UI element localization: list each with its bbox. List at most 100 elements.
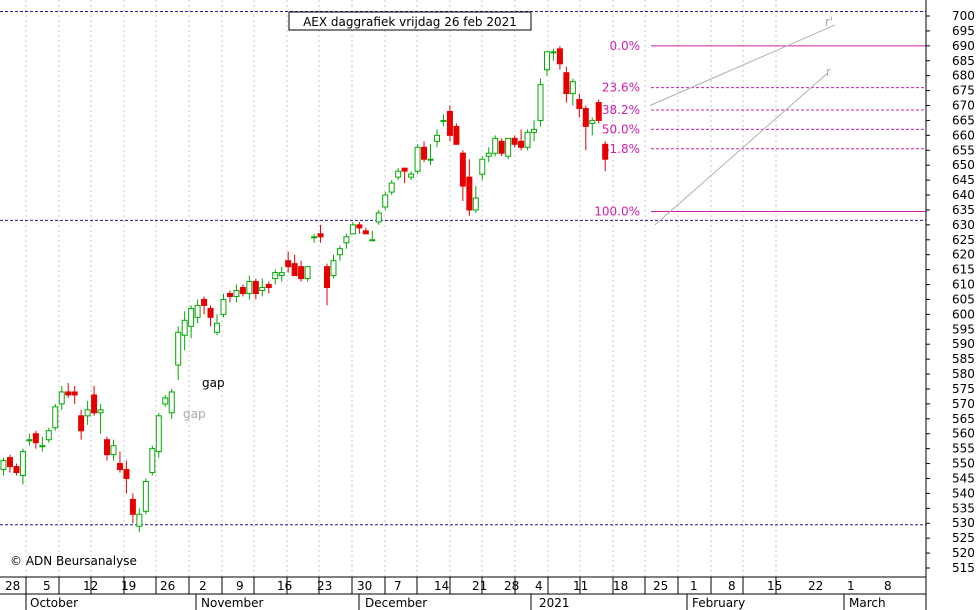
- y-tick-label: 545: [952, 471, 975, 485]
- fibonacci-levels: 0.0% 23.6% 38.2% 50.0% 61.8% 100.0%: [594, 39, 926, 218]
- candle-up: [395, 170, 402, 178]
- x-day-label: 14: [434, 579, 449, 593]
- y-tick-label: 525: [952, 531, 975, 545]
- x-day-label: 7: [394, 579, 402, 593]
- chart-title: AEX daggrafiek vrijdag 26 feb 2021: [303, 15, 517, 29]
- y-tick-label: 565: [952, 412, 975, 426]
- candle-up: [136, 513, 143, 527]
- candle-down: [582, 107, 589, 127]
- candle-up: [194, 304, 201, 318]
- candle-up: [589, 119, 596, 124]
- candle-up: [175, 331, 182, 366]
- y-tick-label: 660: [952, 128, 975, 142]
- y-tick-label: 685: [952, 54, 975, 68]
- x-day-label: 8: [728, 579, 736, 593]
- candle-down: [453, 125, 460, 145]
- y-tick-label: 620: [952, 248, 975, 262]
- candle-up: [142, 480, 149, 512]
- candle-down: [239, 287, 246, 294]
- candle-down: [13, 466, 20, 474]
- y-tick-label: 590: [952, 337, 975, 351]
- candle-up: [246, 281, 253, 294]
- y-tick-label: 625: [952, 233, 975, 247]
- candle-down: [78, 415, 85, 432]
- candle-up: [427, 158, 434, 161]
- candle-down: [129, 498, 136, 515]
- annotations: gap gap r' r: [183, 15, 833, 421]
- y-tick-label: 595: [952, 322, 975, 336]
- candle-up: [472, 197, 479, 211]
- candle-up: [278, 272, 285, 277]
- fib-level-label: 50.0%: [602, 122, 640, 136]
- candle-down: [556, 48, 563, 65]
- x-day-label: 26: [160, 579, 175, 593]
- x-day-label: 11: [573, 579, 588, 593]
- x-month-label: 2021: [539, 596, 570, 610]
- x-month-label: October: [30, 596, 78, 610]
- candle-up: [214, 322, 221, 333]
- candle-up: [39, 445, 46, 448]
- x-day-label: 9: [236, 579, 244, 593]
- x-day-label: 12: [83, 579, 98, 593]
- y-tick-label: 540: [952, 486, 975, 500]
- y-tick-label: 670: [952, 99, 975, 113]
- candle-down: [65, 391, 72, 396]
- candle-down: [401, 167, 408, 172]
- y-tick-label: 585: [952, 352, 975, 366]
- annotation-label: gap: [202, 376, 225, 390]
- candle-down: [511, 137, 518, 145]
- candle-up: [149, 448, 156, 474]
- y-axis: 5155205255305355405455505555605655705755…: [926, 9, 975, 575]
- candle-up: [168, 391, 175, 414]
- y-tick-label: 635: [952, 203, 975, 217]
- candle-down: [421, 146, 428, 160]
- x-day-label: 19: [121, 579, 136, 593]
- x-month-label: March: [849, 596, 886, 610]
- y-tick-label: 560: [952, 427, 975, 441]
- y-tick-label: 690: [952, 39, 975, 53]
- x-day-label: 21: [472, 579, 487, 593]
- y-tick-label: 700: [952, 9, 975, 23]
- y-tick-label: 600: [952, 307, 975, 321]
- x-day-label: 1: [690, 579, 698, 593]
- candle-up: [414, 146, 421, 172]
- candle-up: [550, 51, 557, 54]
- gridlines: [25, 0, 777, 577]
- copyright-label: © ADN Beursanalyse: [10, 554, 137, 568]
- fib-level-label: 0.0%: [610, 39, 641, 53]
- candle-up: [569, 81, 576, 95]
- candle-down: [466, 176, 473, 211]
- x-month-label: November: [201, 596, 263, 610]
- candle-up: [0, 460, 7, 471]
- candle-up: [388, 182, 395, 193]
- y-tick-label: 675: [952, 84, 975, 98]
- y-tick-label: 555: [952, 442, 975, 456]
- candle-up: [188, 307, 195, 327]
- candle-down: [518, 140, 525, 148]
- candle-up: [155, 415, 162, 453]
- y-tick-label: 580: [952, 367, 975, 381]
- candle-down: [356, 224, 363, 229]
- x-month-label: December: [365, 596, 427, 610]
- candle-up: [479, 158, 486, 175]
- candle-down: [563, 72, 570, 95]
- y-tick-label: 645: [952, 173, 975, 187]
- candle-up: [433, 134, 440, 142]
- y-tick-label: 695: [952, 24, 975, 38]
- x-day-label: 28: [5, 579, 20, 593]
- x-month-label: February: [692, 596, 745, 610]
- candle-down: [324, 266, 330, 289]
- candle-up: [537, 84, 544, 121]
- candle-up: [233, 290, 240, 297]
- fib-level-label: 100.0%: [594, 204, 640, 218]
- y-tick-label: 630: [952, 218, 975, 232]
- annotation-label: r: [826, 65, 831, 79]
- x-day-label: 22: [808, 579, 823, 593]
- candle-down: [71, 391, 78, 396]
- fib-level-label: 61.8%: [602, 142, 640, 156]
- trend-line-lower: [654, 72, 829, 226]
- candle-up: [505, 137, 512, 157]
- candle-up: [524, 131, 531, 148]
- candle-up: [369, 239, 376, 242]
- candle-down: [32, 433, 39, 444]
